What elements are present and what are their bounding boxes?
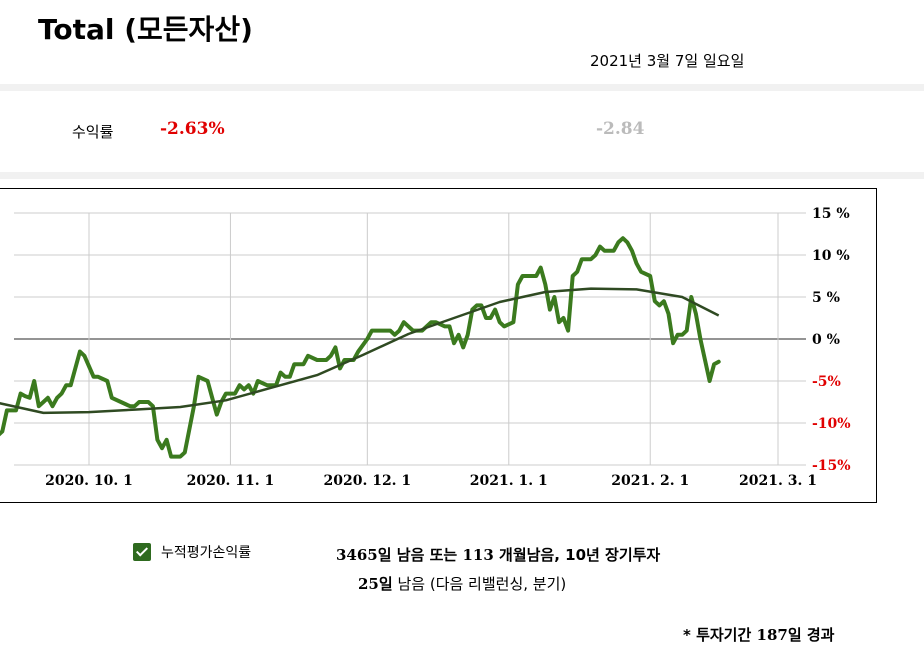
divider: [0, 172, 924, 179]
return-value: -2.63%: [160, 119, 225, 139]
current-date: 2021년 3월 7일 일요일: [590, 52, 745, 70]
x-tick-label: 2021. 1. 1: [470, 473, 548, 489]
x-tick-label: 2020. 10. 1: [45, 473, 133, 489]
chart-frame: [0, 188, 877, 503]
y-tick-label: 10 %: [812, 248, 850, 264]
return-previous-value: -2.84: [596, 119, 645, 139]
page-title: Total (모든자산): [38, 13, 253, 46]
legend: 누적평가손익률: [133, 542, 251, 562]
note-prefix: * 투자기간: [683, 626, 752, 644]
investment-remaining: 3465일 남음 또는 113 개월남음, 10년 장기투자: [336, 544, 660, 565]
x-tick-label: 2021. 3. 1: [739, 473, 817, 489]
x-tick-label: 2021. 2. 1: [611, 473, 689, 489]
note-days: 187일: [756, 626, 802, 644]
return-label: 수익률: [72, 123, 114, 141]
cumulative-return-line: [0, 236, 721, 459]
remaining-text: 남음 또는: [396, 546, 458, 564]
y-tick-label: -5%: [812, 374, 841, 390]
cumulative-return-chart: 15 % 10 % 5 % 0 % -5% -10% -15% 2020. 10. 1 2020…: [0, 206, 851, 489]
remaining-months-text: 개월남음, 10년 장기투자: [499, 546, 661, 564]
legend-checkbox[interactable]: [133, 543, 151, 561]
divider: [0, 84, 924, 91]
trend-line: [0, 287, 720, 415]
y-tick-label: 15 %: [812, 206, 850, 222]
rebalance-days: 25일: [358, 575, 393, 593]
y-tick-label: -10%: [812, 416, 851, 432]
x-tick-label: 2020. 11. 1: [187, 473, 275, 489]
investment-period-note: * 투자기간 187일 경과: [683, 624, 834, 645]
note-suffix: 경과: [806, 626, 835, 644]
remaining-months: 113: [462, 546, 494, 564]
y-tick-label: 5 %: [812, 290, 840, 306]
remaining-days: 3465일: [336, 546, 392, 564]
rebalance-info: 25일 남음 (다음 리밸런싱, 분기): [358, 573, 566, 594]
x-tick-label: 2020. 12. 1: [323, 473, 411, 489]
legend-label: 누적평가손익률: [161, 545, 252, 561]
y-tick-label: -15%: [812, 458, 851, 474]
rebalance-text: 남음 (다음 리밸런싱, 분기): [397, 575, 567, 593]
y-tick-label: 0 %: [812, 332, 840, 348]
